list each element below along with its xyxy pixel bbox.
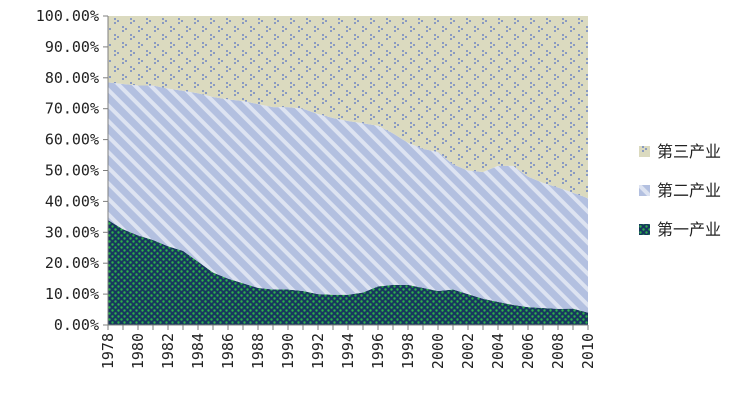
area-series-secondary <box>108 82 588 313</box>
x-tick-label: 1988 <box>249 333 267 369</box>
x-tick-label: 1986 <box>219 333 237 369</box>
legend-swatch <box>639 185 650 196</box>
y-tick-label: 40.00% <box>45 192 99 210</box>
x-tick-label: 1978 <box>99 333 117 369</box>
x-tick-label: 2008 <box>549 333 567 369</box>
y-tick-label: 10.00% <box>45 285 99 303</box>
legend-swatch <box>639 224 650 235</box>
legend-label: 第二产业 <box>657 181 721 200</box>
legend-item-tertiary: 第三产业 <box>639 142 721 161</box>
x-tick-label: 1996 <box>369 333 387 369</box>
x-tick-label: 2010 <box>579 333 597 369</box>
area-series-group <box>108 16 588 325</box>
x-tick-label: 2002 <box>459 333 477 369</box>
y-tick-label: 60.00% <box>45 131 99 149</box>
x-tick-label: 1980 <box>129 333 147 369</box>
x-tick-label: 1990 <box>279 333 297 369</box>
y-tick-label: 100.00% <box>36 7 99 25</box>
axes: 0.00% 10.00% 20.00% 30.00% 40.00% 50.00% 60.00… <box>36 7 597 369</box>
x-tick-label: 1998 <box>399 333 417 369</box>
y-tick-label: 30.00% <box>45 223 99 241</box>
y-tick-label: 70.00% <box>45 100 99 118</box>
area-series-primary <box>108 219 588 325</box>
legend-swatch <box>639 146 650 157</box>
y-tick-label: 90.00% <box>45 38 99 56</box>
area-series-tertiary <box>108 16 588 199</box>
y-tick-label: 0.00% <box>54 316 99 334</box>
y-tick-label: 50.00% <box>45 162 99 180</box>
x-tick-label: 1982 <box>159 333 177 369</box>
legend-label: 第三产业 <box>657 142 721 161</box>
x-tick-label: 1994 <box>339 333 357 369</box>
x-tick-label: 1984 <box>189 333 207 369</box>
x-tick-label: 2000 <box>429 333 447 369</box>
legend-label: 第一产业 <box>657 220 721 239</box>
x-tick-label: 2004 <box>489 333 507 369</box>
legend-item-primary: 第一产业 <box>639 220 721 239</box>
x-tick-label: 2006 <box>519 333 537 369</box>
legend-item-secondary: 第二产业 <box>639 181 721 200</box>
y-tick-label: 80.00% <box>45 69 99 87</box>
y-tick-label: 20.00% <box>45 254 99 272</box>
x-tick-label: 1992 <box>309 333 327 369</box>
